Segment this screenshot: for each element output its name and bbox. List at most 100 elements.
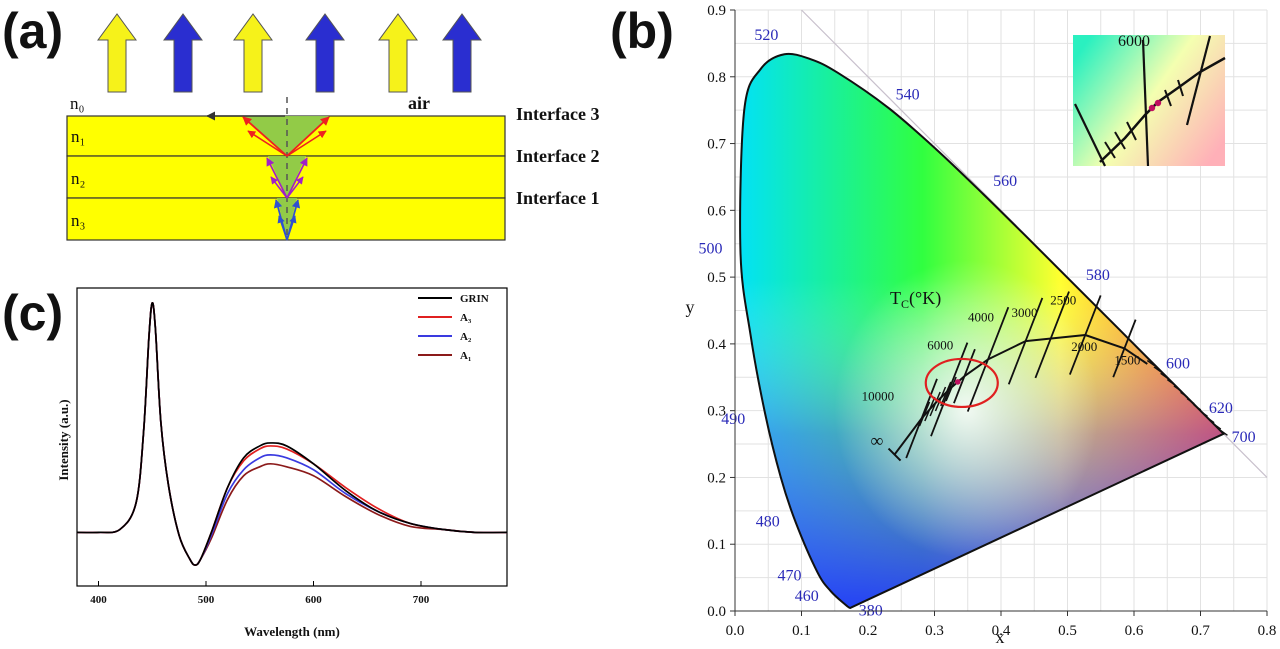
cct-label: 4000 bbox=[968, 309, 994, 324]
inset-label: 6000 bbox=[1118, 33, 1150, 50]
cct-label: 2000 bbox=[1071, 339, 1097, 354]
wavelength-label: 600 bbox=[1166, 355, 1190, 372]
x-tick-label: 0.0 bbox=[726, 623, 745, 639]
cct-label: ∞ bbox=[871, 431, 884, 451]
wavelength-label: 520 bbox=[754, 27, 778, 44]
y-tick-label: 0.1 bbox=[707, 537, 726, 553]
emission-arrow bbox=[163, 13, 203, 93]
x-tick-label: 0.1 bbox=[792, 623, 811, 639]
isotherm-tick bbox=[934, 386, 947, 412]
ray-blue-right-2 bbox=[286, 215, 297, 241]
y-tick-label: 0.7 bbox=[707, 137, 726, 153]
series-line-2 bbox=[76, 302, 508, 566]
cct-label: 1500 bbox=[1114, 352, 1140, 367]
x-axis-label: Wavelength (nm) bbox=[244, 624, 340, 639]
x-tick-label: 700 bbox=[413, 594, 430, 606]
locus-tick bbox=[1180, 391, 1188, 398]
panel-b-cie-chart: 380460470480490500520540560580600620700 … bbox=[686, 3, 1277, 647]
emission-arrows bbox=[97, 13, 482, 93]
x-tick-label: 0.6 bbox=[1125, 623, 1144, 639]
locus-tick bbox=[1153, 366, 1162, 373]
y-tick-label: 0.9 bbox=[707, 3, 726, 19]
wavelength-label: 480 bbox=[756, 513, 780, 530]
infinity-cap bbox=[887, 447, 902, 462]
wavelength-label: 540 bbox=[896, 86, 920, 103]
locus-tick bbox=[1206, 417, 1215, 424]
inset-isotherm bbox=[1185, 35, 1212, 126]
locus-tick bbox=[1186, 398, 1195, 405]
emission-arrow bbox=[97, 13, 137, 93]
ray-red-right-2 bbox=[286, 130, 327, 157]
wavelength-label: 620 bbox=[1209, 400, 1233, 417]
inset-point bbox=[1154, 99, 1162, 107]
panel-a-diagram: n₀ n₁ n₂ n₃ air Interface 3 Interface 2 … bbox=[66, 13, 599, 241]
inset-tick bbox=[1104, 141, 1116, 159]
y-tick-label: 0.6 bbox=[707, 203, 726, 219]
planckian-locus: ∞ 10000 6000 4000 3000 2500 2000 1500 bbox=[862, 291, 1148, 462]
axes: 0.0 0.1 0.2 0.3 0.4 0.5 0.6 0.7 0.8 0.0 0.1 0.2 0.3 0… bbox=[707, 3, 1276, 639]
ray-red-left bbox=[242, 116, 288, 157]
planckian-curve bbox=[893, 334, 1148, 456]
label-n3: n₃ bbox=[71, 211, 86, 230]
highlight-point bbox=[954, 379, 961, 385]
legend-label: A₂ bbox=[460, 331, 472, 343]
ray-red-right bbox=[286, 116, 330, 157]
wavelength-label: 700 bbox=[1232, 429, 1256, 446]
y-axis-label: y bbox=[686, 297, 695, 317]
tc-label: TC(°K) bbox=[890, 288, 941, 311]
spectral-locus bbox=[739, 52, 1226, 609]
panel-label-a: (a) bbox=[2, 3, 64, 59]
y-tick-label: 0.8 bbox=[707, 70, 726, 86]
emission-arrow bbox=[378, 13, 418, 93]
isotherm-tick bbox=[940, 381, 952, 407]
x-tick-label: 500 bbox=[198, 594, 215, 606]
label-interface-3: Interface 3 bbox=[516, 104, 599, 124]
label-n1: n₁ bbox=[71, 127, 85, 146]
x-tick-label: 0.5 bbox=[1058, 623, 1077, 639]
series-line-0 bbox=[76, 302, 508, 566]
label-interface-1: Interface 1 bbox=[516, 188, 599, 208]
isotherm-line bbox=[966, 306, 1010, 412]
cct-label: 2500 bbox=[1050, 293, 1076, 308]
label-n2: n₂ bbox=[71, 169, 85, 188]
refraction-cone-3 bbox=[243, 116, 329, 156]
y-tick-label: 0.0 bbox=[707, 604, 726, 620]
inset-isotherm bbox=[1074, 103, 1106, 167]
x-axis-label: x bbox=[996, 627, 1005, 647]
series-lines bbox=[76, 302, 508, 566]
panel-label-c: (c) bbox=[2, 285, 64, 341]
locus-tick bbox=[1193, 404, 1202, 411]
locus-tick bbox=[1220, 429, 1228, 436]
inset-zoom: 6000 bbox=[1073, 33, 1226, 167]
y-tick-label: 0.5 bbox=[707, 270, 726, 286]
wavelength-label: 580 bbox=[1086, 267, 1110, 284]
locus-tick bbox=[1166, 379, 1175, 386]
legend-label: GRIN bbox=[460, 293, 489, 305]
locus-tick bbox=[1173, 385, 1182, 392]
isotherm-tick bbox=[924, 396, 936, 422]
x-tick-label: 0.2 bbox=[859, 623, 878, 639]
cct-label: 6000 bbox=[927, 337, 953, 352]
wavelength-label: 560 bbox=[993, 173, 1017, 190]
label-n0: n₀ bbox=[70, 94, 85, 113]
isotherm-line bbox=[1007, 297, 1044, 385]
y-tick-label: 0.3 bbox=[707, 404, 726, 420]
locus-tick bbox=[1200, 410, 1208, 417]
y-tick-label: 0.4 bbox=[707, 337, 726, 353]
x-axis: 400 500 600 700 bbox=[90, 581, 430, 606]
y-axis-label: Intensity (a.u.) bbox=[56, 399, 71, 480]
isotherm-line bbox=[1069, 295, 1102, 375]
emission-arrow bbox=[442, 13, 482, 93]
ray-purple-right-2 bbox=[286, 176, 304, 199]
inset-tick bbox=[1114, 131, 1126, 150]
x-tick-label: 0.7 bbox=[1191, 623, 1210, 639]
label-air: air bbox=[408, 93, 430, 113]
legend: GRIN A₃ A₂ A₁ bbox=[418, 293, 489, 362]
highlight-ellipse bbox=[924, 357, 999, 409]
emission-arrow bbox=[305, 13, 345, 93]
isotherm-line bbox=[905, 378, 938, 459]
legend-label: A₁ bbox=[460, 350, 471, 362]
plot-frame bbox=[76, 287, 508, 587]
locus-tick bbox=[1146, 360, 1155, 367]
